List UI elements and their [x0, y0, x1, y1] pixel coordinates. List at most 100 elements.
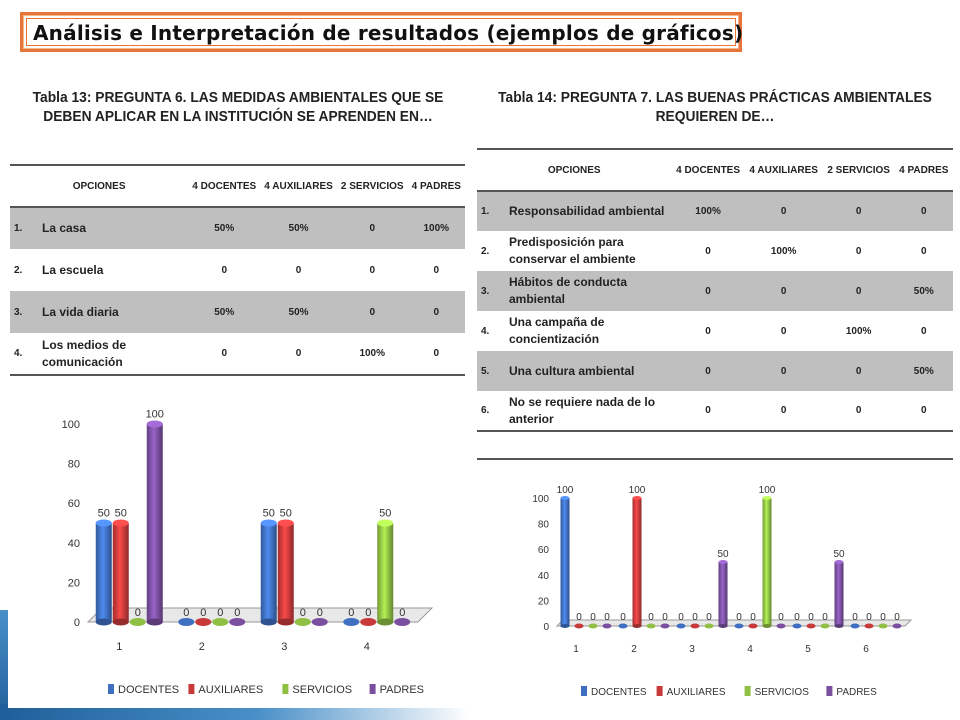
bar-docentes-1: [560, 496, 570, 628]
data-label: 0: [750, 612, 756, 623]
data-label: 0: [300, 607, 306, 619]
row-option: Una cultura ambiental: [505, 351, 671, 391]
data-label: 100: [557, 485, 574, 496]
bar-padres-2: [229, 617, 246, 627]
left-table-title-line1: Tabla 13: PREGUNTA 6. LAS MEDIDAS AMBIEN…: [32, 89, 444, 106]
row-option: Una campaña de concientización: [505, 311, 671, 351]
data-label: 0: [706, 612, 712, 623]
y-tick-label: 0: [74, 617, 80, 629]
legend-item-padres: PADRES: [369, 684, 424, 696]
header-cell: 4 DOCENTES: [192, 180, 257, 192]
data-label: 0: [894, 612, 900, 623]
table-row: 4. Una campaña de concientización 0 0 100% 0: [477, 311, 953, 351]
row-option: No se requiere nada de lo anterior: [505, 391, 671, 431]
table-row: 2. Predisposición para conservar el ambien…: [477, 231, 953, 271]
title-inner-border: [26, 18, 736, 46]
row-value: 0: [221, 264, 227, 276]
row-value: 0: [855, 285, 862, 297]
data-label: 50: [98, 507, 110, 519]
option-text-line: anterior: [509, 411, 554, 426]
bar-docentes-2: [178, 617, 195, 627]
svg-text:PADRES: PADRES: [380, 684, 424, 696]
data-label: 0: [135, 607, 141, 619]
data-label: 0: [365, 607, 371, 619]
data-label: 0: [692, 612, 698, 623]
row-value: 0: [705, 405, 711, 416]
right-table-gap-line: [477, 458, 953, 460]
x-tick-label: 1: [116, 641, 122, 653]
data-label: 0: [399, 607, 405, 619]
row-value: 50%: [913, 285, 934, 297]
row-index: 2.: [14, 264, 23, 276]
bar-docentes-5: [792, 623, 802, 629]
bar-auxiliares-3: [277, 519, 294, 626]
svg-text:PADRES: PADRES: [836, 687, 877, 698]
row-value: 100%: [423, 223, 450, 234]
option-text-line: Responsabilidad ambiental: [509, 204, 665, 218]
data-label: 0: [822, 612, 828, 623]
row-value: 50%: [913, 365, 934, 377]
y-tick-label: 60: [538, 545, 550, 556]
row-value: 0: [780, 405, 787, 416]
row-index: 4.: [14, 348, 23, 359]
header-cell: 4 AUXILIARES: [749, 164, 818, 176]
svg-text:SERVICIOS: SERVICIOS: [292, 684, 352, 696]
bar-docentes-1: [95, 519, 112, 626]
data-label: 0: [778, 612, 784, 623]
right-table-title: Tabla 14: PREGUNTA 7. LAS BUENAS PRÁCTIC…: [494, 88, 936, 126]
legend-item-servicios: SERVICIOS: [282, 684, 352, 696]
row-value: 50%: [214, 223, 235, 234]
x-tick-label: 6: [863, 644, 869, 655]
data-label: 50: [280, 507, 292, 519]
row-value: 0: [855, 365, 862, 377]
bar-docentes-4: [734, 623, 744, 629]
header-cell: 4 PADRES: [899, 164, 949, 176]
bar-servicios-5: [820, 623, 830, 629]
y-tick-label: 80: [538, 520, 550, 531]
option-text-line: La casa: [42, 221, 87, 235]
bar-docentes-3: [676, 623, 686, 629]
bar-padres-1: [602, 623, 612, 629]
row-value: 100%: [770, 245, 797, 257]
row-option: La escuela: [38, 249, 188, 291]
data-label: 50: [115, 507, 127, 519]
bar-servicios-1: [588, 623, 598, 629]
data-label: 50: [833, 549, 845, 560]
y-tick-label: 20: [538, 596, 550, 607]
row-value: 0: [855, 405, 862, 416]
header-cell: OPCIONES: [72, 180, 126, 192]
row-value: 0: [855, 206, 862, 217]
x-tick-label: 3: [281, 641, 287, 653]
bar-padres-1: [146, 420, 163, 626]
left-table-title: Tabla 13: PREGUNTA 6. LAS MEDIDAS AMBIEN…: [26, 88, 449, 126]
option-text-line: concientización: [509, 332, 600, 346]
row-value: 0: [705, 285, 711, 297]
header-cell: 2 SERVICIOS: [827, 164, 890, 176]
data-label: 0: [576, 612, 582, 623]
row-value: 0: [780, 285, 787, 297]
row-option: Responsabilidad ambiental: [505, 191, 671, 231]
legend-item-auxiliares: AUXILIARES: [188, 684, 263, 696]
row-value: 0: [780, 365, 787, 377]
row-value: 0: [295, 348, 302, 359]
y-tick-label: 100: [62, 419, 80, 431]
bar-auxiliares-3: [690, 623, 700, 629]
row-value: 0: [705, 365, 711, 377]
header-cell: 4 DOCENTES: [676, 164, 741, 176]
row-index: 4.: [481, 325, 490, 337]
data-label: 0: [217, 607, 223, 619]
x-tick-label: 3: [689, 644, 695, 655]
y-tick-label: 20: [68, 577, 80, 589]
header-cell: OPCIONES: [547, 164, 601, 176]
row-value: 0: [705, 245, 711, 257]
data-label: 0: [678, 612, 684, 623]
bar-padres-3: [718, 560, 728, 628]
bar-padres-2: [660, 623, 670, 629]
bar-servicios-3: [294, 617, 311, 627]
row-option: Predisposición para conservar el ambiente: [505, 231, 671, 271]
data-label: 0: [852, 612, 858, 623]
header-cell: 4 PADRES: [411, 180, 461, 192]
svg-text:DOCENTES: DOCENTES: [591, 687, 647, 698]
